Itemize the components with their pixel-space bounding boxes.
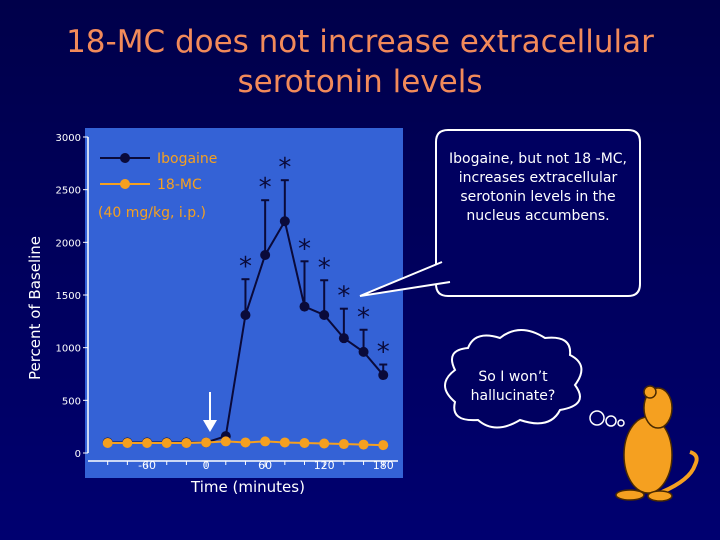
thought-dot bbox=[617, 419, 625, 427]
callout-bubble bbox=[435, 129, 641, 297]
legend-marker bbox=[120, 179, 130, 189]
significance-marker: * bbox=[239, 252, 252, 282]
y-tick-label: 1000 bbox=[56, 344, 81, 355]
data-point bbox=[260, 436, 271, 447]
significance-marker: * bbox=[298, 234, 311, 264]
y-tick-label: 2000 bbox=[56, 238, 81, 249]
x-tick-label: 180 bbox=[373, 459, 394, 472]
data-point bbox=[338, 333, 349, 344]
legend-marker bbox=[120, 153, 130, 163]
y-tick-label: 3000 bbox=[56, 133, 81, 144]
data-point bbox=[338, 439, 349, 450]
data-point bbox=[181, 437, 192, 448]
data-point bbox=[299, 437, 310, 448]
data-point bbox=[220, 436, 231, 447]
data-point bbox=[240, 437, 251, 448]
significance-marker: * bbox=[357, 303, 370, 333]
significance-marker: * bbox=[377, 338, 390, 368]
legend-note: (40 mg/kg, i.p.) bbox=[98, 205, 206, 221]
legend-label: Ibogaine bbox=[157, 151, 217, 167]
significance-marker: * bbox=[318, 253, 331, 283]
data-point bbox=[240, 310, 251, 321]
data-point bbox=[358, 346, 369, 357]
y-tick-label: 500 bbox=[62, 396, 81, 407]
rat-illustration bbox=[615, 385, 699, 502]
significance-marker: * bbox=[337, 282, 350, 312]
data-point bbox=[319, 438, 330, 449]
data-point bbox=[279, 437, 290, 448]
y-axis-label: Percent of Baseline bbox=[26, 236, 44, 380]
legend-label: 18-MC bbox=[157, 177, 202, 193]
thought-dot bbox=[605, 415, 617, 427]
callout-tail bbox=[359, 261, 451, 297]
significance-marker: * bbox=[278, 153, 291, 183]
data-point bbox=[102, 437, 113, 448]
data-point bbox=[279, 216, 290, 227]
data-point bbox=[378, 440, 389, 451]
significance-marker: * bbox=[259, 173, 272, 203]
callout-text: Ibogaine, but not 18 -MC, increases extr… bbox=[448, 151, 628, 224]
data-point bbox=[201, 437, 212, 448]
injection-arrow-head bbox=[203, 420, 217, 432]
data-point bbox=[260, 249, 271, 260]
data-point bbox=[122, 437, 133, 448]
data-point bbox=[161, 437, 172, 448]
x-tick-label: 0 bbox=[203, 459, 210, 472]
x-axis-label: Time (minutes) bbox=[190, 478, 305, 496]
data-point bbox=[319, 310, 330, 321]
x-tick-label: -60 bbox=[138, 459, 156, 472]
data-point bbox=[358, 439, 369, 450]
data-point bbox=[378, 370, 389, 381]
data-point bbox=[299, 301, 310, 312]
y-tick-label: 1500 bbox=[56, 291, 81, 302]
thought-cloud bbox=[444, 329, 583, 429]
y-tick-label: 0 bbox=[75, 449, 81, 460]
data-point bbox=[142, 437, 153, 448]
thought-text: So I won’t hallucinate? bbox=[470, 369, 556, 404]
plot-panel bbox=[85, 128, 403, 478]
x-tick-label: 120 bbox=[314, 459, 335, 472]
x-tick-label: 60 bbox=[258, 459, 272, 472]
thought-dot bbox=[589, 410, 605, 426]
y-tick-label: 2500 bbox=[56, 186, 81, 197]
slide-title: 18-MC does not increase extracellular se… bbox=[66, 24, 654, 100]
